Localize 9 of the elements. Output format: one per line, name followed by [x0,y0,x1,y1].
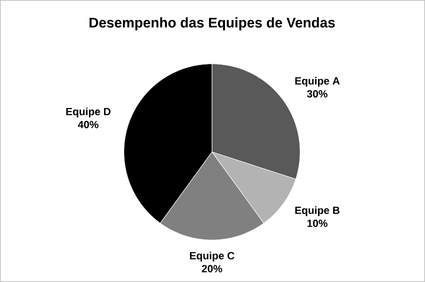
slice-label: Equipe B [295,206,340,216]
chart-title: Desempenho das Equipes de Vendas [90,17,335,30]
data-label: 30% [307,90,328,98]
data-label: 20% [202,265,222,272]
slice-label: Equipe A [295,76,340,87]
data-label: 40% [78,120,98,128]
data-label: 10% [307,220,328,228]
slice-label: Equipe D [66,108,110,118]
slice-label: Equipe C [190,252,234,262]
